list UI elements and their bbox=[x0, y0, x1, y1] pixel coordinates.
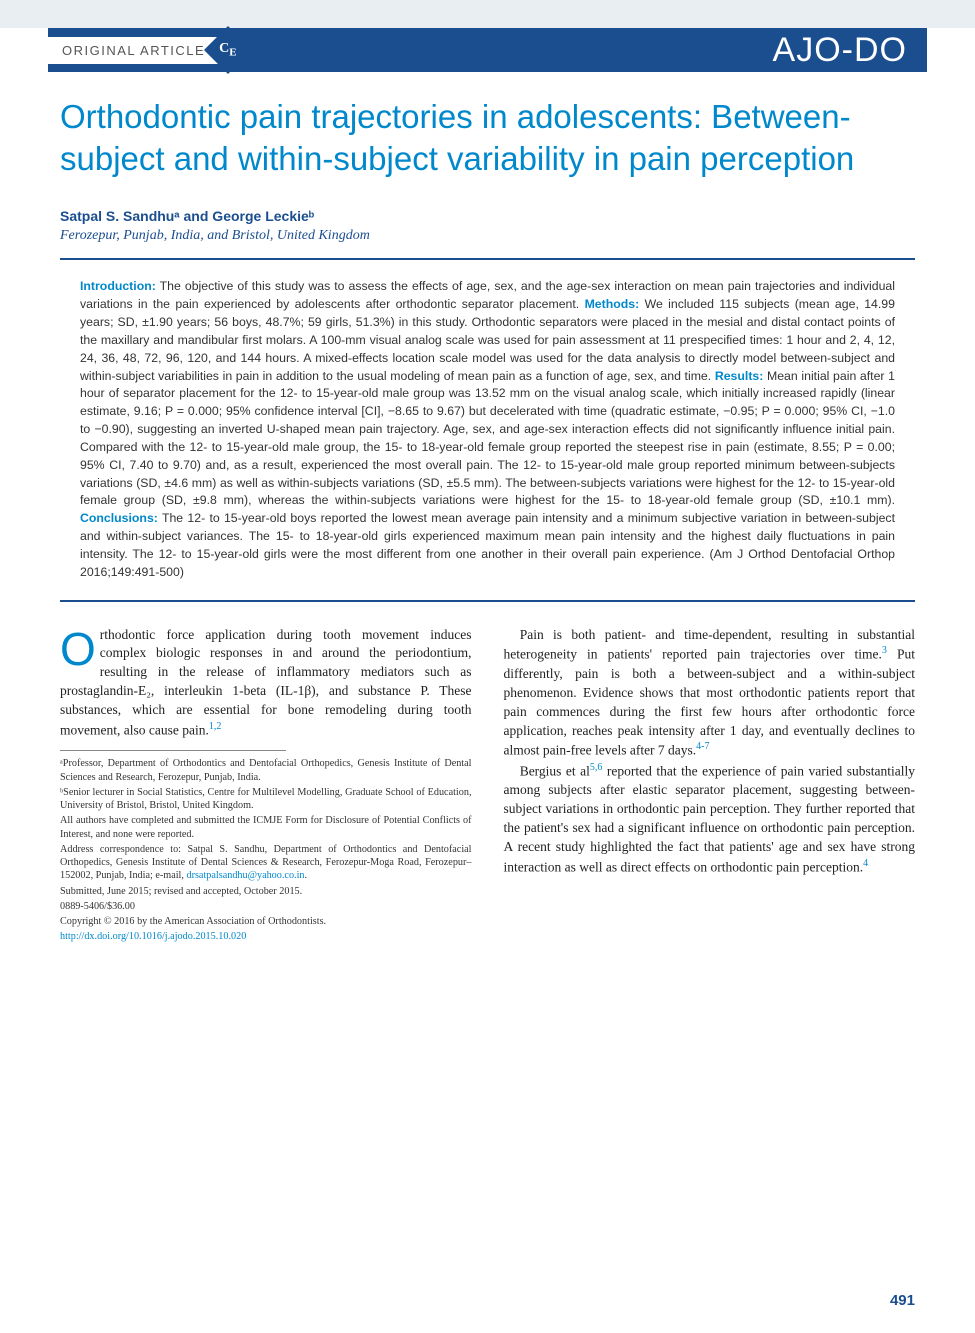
correspondence-email[interactable]: drsatpalsandhu@yahoo.co.in bbox=[186, 870, 304, 881]
abstract-intro-label: Introduction: bbox=[80, 279, 156, 293]
article-type-badge: ORIGINAL ARTICLE bbox=[48, 37, 219, 64]
footnote-icmje: All authors have completed and submitted… bbox=[60, 814, 472, 841]
divider-bottom bbox=[60, 600, 915, 602]
footnotes: ᵃProfessor, Department of Orthodontics a… bbox=[60, 757, 472, 943]
body-p2-text-a: Pain is both patient- and time-dependent… bbox=[504, 627, 916, 662]
affiliations-line: Ferozepur, Punjab, India, and Bristol, U… bbox=[60, 228, 915, 244]
column-right: Pain is both patient- and time-dependent… bbox=[504, 626, 916, 946]
abstract: Introduction: The objective of this stud… bbox=[60, 278, 915, 581]
body-p2: Pain is both patient- and time-dependent… bbox=[504, 626, 916, 761]
ref-4-7[interactable]: 4-7 bbox=[696, 741, 709, 752]
body-columns: Orthodontic force application during too… bbox=[60, 626, 915, 946]
abstract-conclusions-label: Conclusions: bbox=[80, 511, 158, 525]
footnote-copyright: Copyright © 2016 by the American Associa… bbox=[60, 915, 472, 928]
footnote-separator bbox=[60, 750, 286, 751]
journal-logo: AJO-DO bbox=[773, 31, 907, 70]
body-p1-text: rthodontic force application during toot… bbox=[60, 627, 472, 738]
abstract-results-text: Mean initial pain after 1 hour of separa… bbox=[80, 369, 895, 508]
abstract-methods-label: Methods: bbox=[585, 297, 640, 311]
body-p3: Bergius et al5,6 reported that the exper… bbox=[504, 761, 916, 877]
content-area: Orthodontic pain trajectories in adolesc… bbox=[0, 72, 975, 986]
body-p3-text-b: reported that the experience of pain var… bbox=[504, 763, 916, 874]
footnote-correspondence: Address correspondence to: Satpal S. San… bbox=[60, 843, 472, 883]
page-number: 491 bbox=[890, 1292, 915, 1309]
body-p3-text-a: Bergius et al bbox=[520, 763, 590, 778]
article-type-text: ORIGINAL ARTICLE bbox=[62, 43, 205, 58]
abstract-conclusions-text: The 12- to 15-year-old boys reported the… bbox=[80, 511, 895, 578]
article-page: ORIGINAL ARTICLE CE AJO-DO Orthodontic p… bbox=[0, 28, 975, 1333]
footnote-doi[interactable]: http://dx.doi.org/10.1016/j.ajodo.2015.1… bbox=[60, 931, 246, 942]
article-title: Orthodontic pain trajectories in adolesc… bbox=[60, 96, 915, 180]
abstract-results-label: Results: bbox=[715, 369, 764, 383]
body-p1: Orthodontic force application during too… bbox=[60, 626, 472, 741]
footnote-issn: 0889-5406/$36.00 bbox=[60, 900, 472, 913]
footnote-a: ᵃProfessor, Department of Orthodontics a… bbox=[60, 757, 472, 784]
authors-line: Satpal S. Sandhuᵃ and George Leckieᵇ bbox=[60, 208, 915, 224]
ref-4[interactable]: 4 bbox=[863, 858, 868, 869]
footnote-b: ᵇSenior lecturer in Social Statistics, C… bbox=[60, 786, 472, 813]
header-bar: ORIGINAL ARTICLE CE AJO-DO bbox=[48, 28, 927, 72]
ce-badge-text: CE bbox=[219, 41, 236, 59]
dropcap: O bbox=[60, 626, 100, 669]
column-left: Orthodontic force application during too… bbox=[60, 626, 472, 946]
ref-1-2[interactable]: 1,2 bbox=[209, 721, 222, 732]
footnote-submitted: Submitted, June 2015; revised and accept… bbox=[60, 885, 472, 898]
divider-top bbox=[60, 258, 915, 260]
ce-badge: CE bbox=[204, 26, 252, 74]
ref-5-6[interactable]: 5,6 bbox=[590, 762, 603, 773]
